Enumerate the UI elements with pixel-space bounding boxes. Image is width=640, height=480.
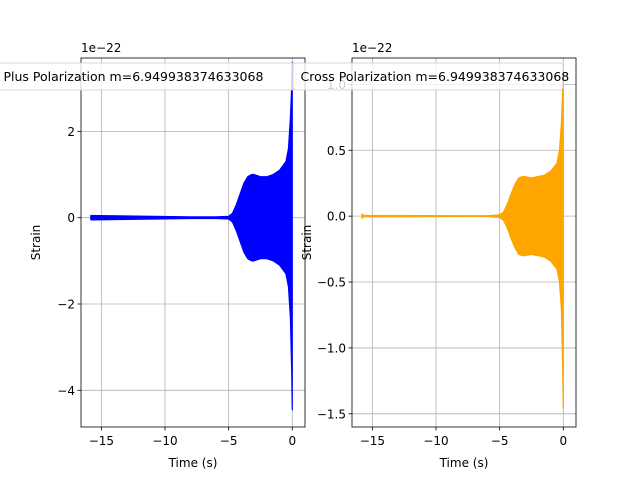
x-tick-label: −10 [152, 434, 177, 448]
axes-frame [351, 57, 577, 428]
y-tick-label: −1.5 [317, 407, 346, 421]
y-axis-label: Strain [29, 225, 43, 261]
plus-polarization-panel: −15 −10 −5 0 −4 −2 0 2 Time (s) Strain 1e−22 [29, 41, 306, 470]
axes-frame [80, 57, 306, 428]
legend: Cross Polarization m=6.949938374633068 [292, 62, 570, 91]
y-axis-label: Strain [300, 225, 314, 261]
legend-label: Cross Polarization m=6.949938374633068 [301, 69, 570, 84]
x-tick-label: 0 [288, 434, 296, 448]
cross-polarization-panel: −15−10−50−1.5−1.0−0.50.00.51.0Time (s)St… [300, 41, 577, 470]
y-tick-label: 2 [67, 125, 75, 139]
x-tick-label: −5 [220, 434, 238, 448]
x-axis-label: Time (s) [168, 456, 218, 470]
waveform-series [361, 70, 564, 410]
x-tick-label: 0 [559, 434, 567, 448]
y-tick-label: −0.5 [317, 276, 346, 290]
axis-offset-text: 1e−22 [352, 41, 392, 55]
waveform-series [90, 61, 293, 411]
x-axis-label: Time (s) [439, 456, 489, 470]
y-tick-label: −4 [57, 384, 75, 398]
y-tick-label: 0 [67, 211, 75, 225]
y-tick-label: 0.0 [327, 210, 346, 224]
y-tick-label: −2 [57, 298, 75, 312]
legend-box [292, 62, 564, 91]
legend-label: Plus Polarization m=6.949938374633068 [4, 69, 264, 84]
y-tick-label: 0.5 [327, 144, 346, 158]
x-tick-label: −10 [423, 434, 448, 448]
axis-offset-text: 1e−22 [81, 41, 121, 55]
x-tick-label: −5 [491, 434, 509, 448]
x-tick-label: −15 [360, 434, 385, 448]
y-tick-label: −1.0 [317, 341, 346, 355]
legend: Plus Polarization m=6.949938374633068 [0, 62, 297, 91]
x-tick-label: −15 [89, 434, 114, 448]
